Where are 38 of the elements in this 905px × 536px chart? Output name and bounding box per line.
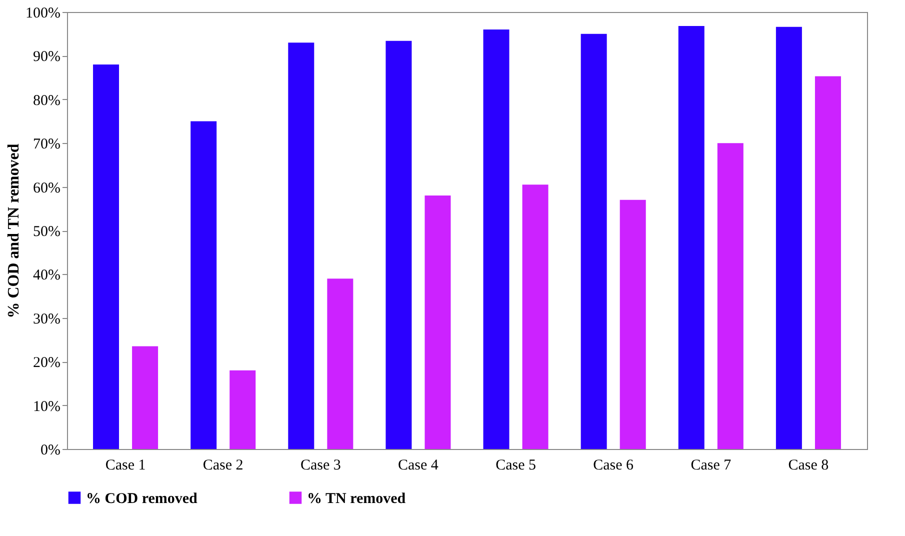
y-tick-label: 100% (26, 6, 60, 22)
y-tick-label: 10% (33, 398, 60, 415)
x-tick-label: Case 8 (788, 458, 829, 474)
y-tick-label: 70% (33, 136, 60, 153)
bar (522, 184, 548, 449)
x-tick-label: Case 7 (690, 458, 732, 474)
bar (386, 40, 412, 449)
x-tick-label: Case 6 (593, 458, 634, 474)
y-tick-label: 30% (33, 311, 60, 328)
bar (93, 64, 120, 449)
bar (483, 29, 510, 449)
x-tick-label: Case 2 (202, 458, 244, 474)
bar (190, 121, 217, 449)
bar (327, 278, 354, 449)
bar (717, 143, 744, 449)
y-axis-title: % COD and TN removed (6, 144, 23, 318)
bar (580, 34, 607, 449)
bar (288, 42, 314, 449)
bar (230, 370, 256, 449)
x-tick-label: Case 5 (496, 458, 536, 474)
y-tick-label: 50% (33, 224, 60, 240)
y-tick-label: 80% (33, 92, 60, 109)
y-tick-label: 0% (40, 442, 60, 458)
x-tick-label: Case 4 (398, 458, 439, 474)
x-tick-label: Case 3 (300, 458, 341, 474)
bar (132, 346, 158, 449)
legend-label: % TN removed (307, 490, 406, 507)
y-tick-label: 40% (33, 268, 60, 284)
y-tick-label: 60% (33, 180, 60, 196)
legend-label: % COD removed (86, 490, 198, 507)
bar (424, 196, 451, 449)
x-tick-label: Case 1 (105, 458, 146, 474)
bar (776, 26, 802, 449)
y-tick-label: 20% (33, 355, 60, 372)
bar (814, 76, 841, 449)
y-tick-label: 90% (33, 49, 60, 66)
bar (678, 26, 704, 449)
bar (620, 200, 646, 449)
